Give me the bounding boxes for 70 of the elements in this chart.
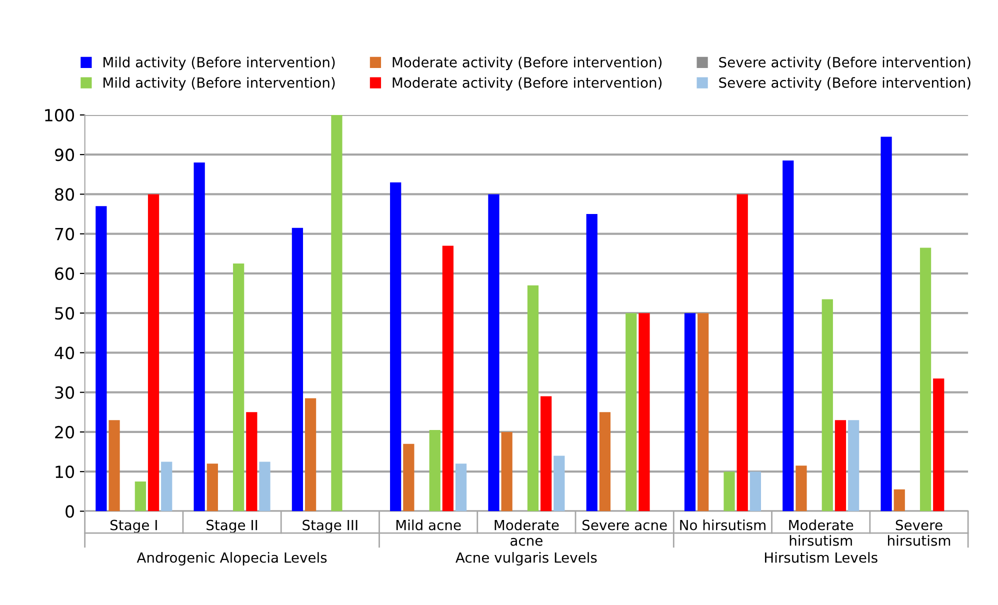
- legend-label: Severe activity (Before intervention): [719, 77, 970, 91]
- legend-label: Severe activity (Before intervention): [719, 56, 970, 70]
- x-tick-label: Stage III: [302, 520, 358, 533]
- bar: [206, 464, 218, 512]
- bar: [599, 412, 611, 512]
- text: Hirsutism Levels: [765, 552, 878, 563]
- text: Acne vulgaris Levels: [456, 552, 597, 566]
- bar: [880, 136, 892, 512]
- bar: [148, 194, 160, 512]
- bar: [233, 264, 244, 512]
- bar: [108, 420, 120, 512]
- legend-label: Mild activity (Before intervention): [104, 77, 335, 91]
- bar: [455, 464, 467, 512]
- bar: [554, 456, 565, 512]
- bar: [586, 214, 598, 512]
- bar: [292, 228, 304, 512]
- bar: [194, 162, 205, 512]
- bar: [331, 114, 342, 512]
- y-tick-label: 90: [54, 148, 74, 162]
- bar: [540, 396, 552, 512]
- bar: [750, 472, 761, 512]
- bar: [501, 432, 512, 512]
- bar: [96, 206, 107, 512]
- x-tick-label: Stage I: [110, 520, 157, 533]
- x-tick-label: No hirsutism: [680, 520, 766, 530]
- y-tick-label: 0: [66, 505, 74, 518]
- bar: [848, 420, 860, 512]
- bar: [259, 462, 270, 512]
- bar: [134, 482, 146, 512]
- y-tick-label: 30: [55, 386, 74, 399]
- bar: [304, 398, 316, 512]
- bar: [488, 194, 500, 512]
- x-tick-label: Moderate hirsutism: [789, 520, 854, 546]
- y-tick-label: 20: [55, 426, 74, 439]
- bar: [796, 466, 807, 512]
- legend-label: Mild activity (Before intervention): [104, 56, 335, 70]
- y-tick-label: 10: [56, 466, 74, 478]
- bar: [724, 472, 735, 512]
- x-tick-label: Severe hirsutism: [888, 520, 950, 546]
- bar: [920, 248, 932, 512]
- bar: [933, 378, 944, 512]
- bar: [736, 194, 748, 512]
- bar: [698, 313, 709, 512]
- x-tick-label: Severe acne: [582, 520, 667, 530]
- bar: [442, 246, 454, 512]
- x-tick-label: Mild acne: [396, 520, 461, 530]
- y-tick-label: 100: [45, 108, 74, 122]
- y-tick-label: 40: [54, 346, 74, 360]
- y-tick-label: 80: [55, 188, 74, 201]
- bar: [246, 412, 258, 512]
- bar: [626, 313, 637, 512]
- y-tick-label: 60: [55, 267, 74, 280]
- legend-label: Moderate activity (Before intervention): [392, 56, 662, 70]
- bar: [834, 420, 846, 512]
- bar: [782, 160, 794, 512]
- bar: [390, 182, 402, 512]
- text: Androgenic Alopecia Levels: [136, 552, 327, 566]
- x-tick-label: Stage II: [206, 520, 258, 533]
- legend-label: Moderate activity (Before intervention): [392, 77, 662, 91]
- bar: [429, 430, 440, 512]
- x-tick-label: Moderate acne: [494, 520, 559, 546]
- bar: [638, 313, 650, 512]
- y-tick-label: 50: [55, 307, 74, 320]
- bar: [403, 444, 414, 512]
- bar: [894, 489, 905, 512]
- bar: [822, 299, 833, 512]
- bar: [161, 462, 172, 512]
- y-tick-label: 70: [55, 228, 74, 240]
- bar: [684, 313, 696, 512]
- bar: [527, 285, 539, 512]
